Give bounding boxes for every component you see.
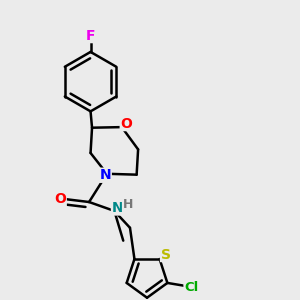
Text: Cl: Cl	[184, 281, 198, 294]
Text: O: O	[54, 192, 66, 206]
Text: H: H	[122, 199, 133, 212]
Text: N: N	[100, 168, 111, 182]
Text: O: O	[120, 116, 132, 130]
Text: F: F	[86, 28, 95, 43]
Text: S: S	[160, 248, 171, 262]
Text: N: N	[112, 201, 123, 215]
